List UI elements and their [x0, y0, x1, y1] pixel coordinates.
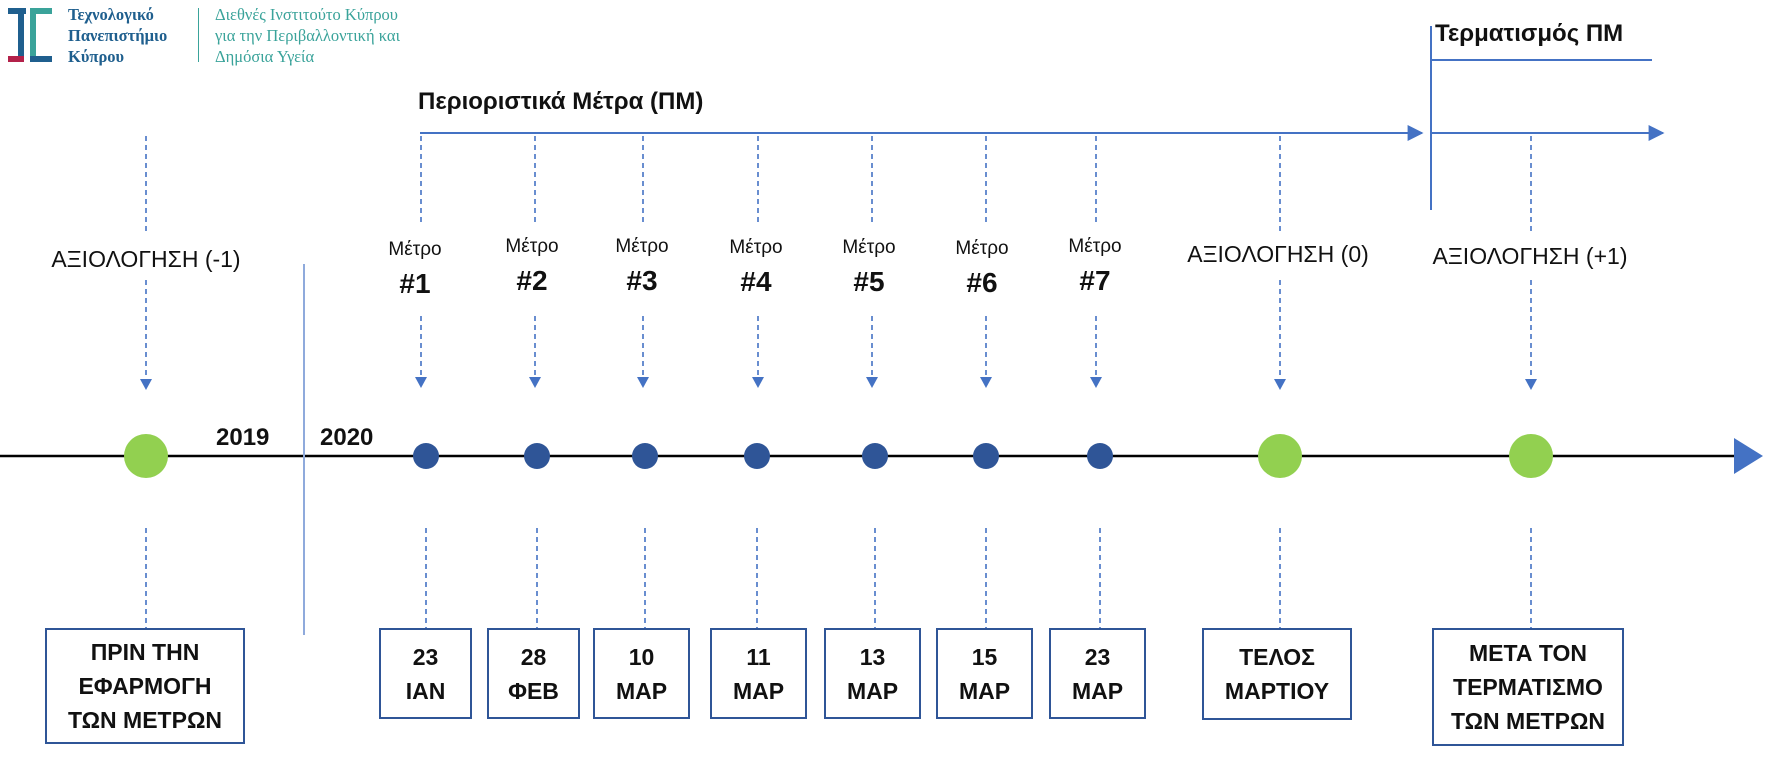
university-name: Τεχνολογικό Πανεπιστήμιο Κύπρου — [68, 5, 168, 66]
evaluation-arrowhead-0 — [1274, 379, 1286, 390]
evaluation-dot-minus1 — [124, 434, 168, 478]
main-timeline-arrowhead — [1734, 438, 1763, 474]
measure-arrowhead-5 — [866, 377, 878, 388]
measure-label-2: Μέτρο #2 — [505, 236, 559, 296]
measure-label-3: Μέτρο #3 — [615, 236, 669, 296]
measure-dot-4 — [744, 443, 770, 469]
institute-name: Διεθνές Ινστιτούτο Κύπρου για την Περιβα… — [215, 5, 401, 66]
year-label-before: 2019 — [216, 424, 270, 451]
date-box-1: 23 ΙΑΝ — [379, 628, 472, 719]
measure-dot-7 — [1087, 443, 1113, 469]
evaluation-dot-0 — [1258, 434, 1302, 478]
measure-arrowhead-7 — [1090, 377, 1102, 388]
date-box-3: 10 ΜΑΡ — [593, 628, 690, 719]
evaluation-box-end-march: ΤΕΛΟΣ ΜΑΡΤΙΟΥ — [1202, 628, 1352, 720]
date-box-6: 15 ΜΑΡ — [936, 628, 1033, 719]
evaluation-box-after: ΜΕΤΑ ΤΟΝ ΤΕΡΜΑΤΙΣΜΟ ΤΩΝ ΜΕΤΡΩΝ — [1432, 628, 1624, 746]
evaluation-arrowhead-minus1 — [140, 379, 152, 390]
termination-title: Τερματισμός ΠΜ — [1435, 20, 1624, 47]
measure-arrowhead-6 — [980, 377, 992, 388]
measure-dot-1 — [413, 443, 439, 469]
evaluation-arrowhead-plus1 — [1525, 379, 1537, 390]
evaluation-label-plus1: ΑΞΙΟΛΟΓΗΣΗ (+1) — [1432, 243, 1628, 269]
date-box-5: 13 ΜΑΡ — [824, 628, 921, 719]
measure-label-6: Μέτρο #6 — [955, 238, 1009, 298]
measure-arrowhead-4 — [752, 377, 764, 388]
year-label-after: 2020 — [320, 424, 374, 451]
measure-dot-3 — [632, 443, 658, 469]
date-box-2: 28 ΦΕΒ — [487, 628, 580, 719]
measure-arrowhead-3 — [637, 377, 649, 388]
evaluation-label-minus1: ΑΞΙΟΛΟΓΗΣΗ (-1) — [51, 246, 241, 272]
date-box-4: 11 ΜΑΡ — [710, 628, 807, 719]
measure-label-4: Μέτρο #4 — [729, 237, 783, 297]
measure-arrowhead-1 — [415, 377, 427, 388]
measure-dot-5 — [862, 443, 888, 469]
measure-dot-6 — [973, 443, 999, 469]
measure-label-5: Μέτρο #5 — [842, 237, 896, 297]
measure-label-7: Μέτρο #7 — [1068, 236, 1122, 296]
evaluation-box-before: ΠΡΙΝ ΤΗΝ ΕΦΑΡΜΟΓΗ ΤΩΝ ΜΕΤΡΩΝ — [45, 628, 245, 744]
measures-title: Περιοριστικά Μέτρα (ΠΜ) — [418, 88, 704, 115]
measure-arrowhead-2 — [529, 377, 541, 388]
evaluation-label-0: ΑΞΙΟΛΟΓΗΣΗ (0) — [1187, 241, 1369, 267]
measure-dot-2 — [524, 443, 550, 469]
evaluation-dot-plus1 — [1509, 434, 1553, 478]
logo-divider — [198, 8, 199, 62]
date-box-7: 23 ΜΑΡ — [1049, 628, 1146, 719]
measure-label-1: Μέτρο #1 — [388, 239, 442, 299]
university-logo-icon — [8, 8, 52, 62]
